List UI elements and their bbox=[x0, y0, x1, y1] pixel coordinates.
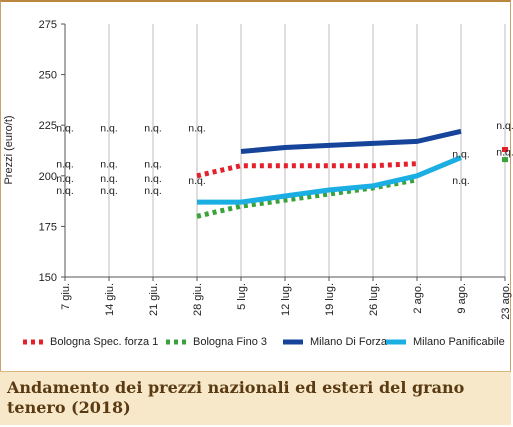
nq-annotation: n.q. bbox=[56, 159, 74, 171]
nq-annotation: n.q. bbox=[452, 175, 470, 187]
y-tick-label: 250 bbox=[39, 70, 57, 82]
nq-annotation: n.q. bbox=[496, 147, 513, 159]
nq-annotation: n.q. bbox=[56, 173, 74, 185]
y-tick-label: 175 bbox=[39, 221, 57, 233]
nq-annotation: n.q. bbox=[56, 185, 74, 197]
y-tick-label: 225 bbox=[39, 120, 57, 132]
x-tick-label: 14 giu. bbox=[104, 283, 116, 316]
legend-item: Bologna Fino 3 bbox=[165, 336, 267, 348]
line-chart: 150 175 200 225 250 275 7 giu. 14 giu. 21 giu. 28… bbox=[3, 19, 513, 320]
legend-swatch bbox=[283, 339, 303, 345]
nq-annotation: n.q. bbox=[188, 122, 206, 134]
y-axis-title: Prezzi (euro/t) bbox=[3, 115, 15, 184]
legend-swatch bbox=[23, 339, 43, 345]
legend: Bologna Spec. forza 1 Bologna Fino 3 Milan… bbox=[0, 336, 513, 364]
y-tick-label: 150 bbox=[39, 272, 57, 284]
nq-annotation: n.q. bbox=[100, 122, 118, 134]
legend-label: Bologna Fino 3 bbox=[193, 336, 267, 348]
x-tick-label: 19 lug. bbox=[324, 283, 336, 316]
axes: 150 175 200 225 250 275 7 giu. 14 giu. 21 giu. 28… bbox=[39, 19, 512, 320]
nq-annotation: n.q. bbox=[144, 122, 162, 134]
nq-annotation: n.q. bbox=[188, 175, 206, 187]
x-tick-label: 7 giu. bbox=[60, 283, 72, 310]
nq-annotation: n.q. bbox=[100, 173, 118, 185]
x-tick-label: 12 lug. bbox=[280, 283, 292, 316]
nq-annotation: n.q. bbox=[452, 149, 470, 161]
series-line-1 bbox=[196, 161, 418, 179]
chart-title: Andamento dei prezzi nazionali ed esteri… bbox=[7, 378, 465, 417]
legend-label: Milano Panificabile bbox=[413, 336, 505, 348]
series-lines bbox=[196, 128, 508, 219]
annotations: n.q. n.q. n.q. n.q.n.q.n.q.n.q.n.q.n.q.n.q.… bbox=[56, 120, 513, 197]
x-tick-label: 28 giu. bbox=[192, 283, 204, 316]
series-line-3 bbox=[240, 128, 462, 154]
x-tick-label: 9 ago. bbox=[456, 283, 468, 314]
legend-label: Bologna Spec. forza 1 bbox=[50, 336, 159, 348]
x-tick-label: 2 ago. bbox=[412, 283, 424, 314]
series-line-4 bbox=[197, 155, 462, 205]
legend-swatch bbox=[166, 339, 186, 345]
y-tick-label: 275 bbox=[39, 19, 57, 31]
legend-item: Bologna Spec. forza 1 bbox=[22, 336, 158, 348]
nq-annotation: n.q. bbox=[144, 159, 162, 171]
nq-annotation: n.q. bbox=[496, 120, 513, 132]
legend-item: Milano Panificabile bbox=[385, 336, 505, 348]
nq-annotation: n.q. bbox=[144, 173, 162, 185]
title-banner: Andamento dei prezzi nazionali ed esteri… bbox=[0, 371, 511, 425]
nq-annotation: n.q. bbox=[56, 122, 74, 134]
x-tick-label: 21 giu. bbox=[148, 283, 160, 316]
x-tick-label: 5 lug. bbox=[236, 283, 248, 310]
legend-item: Milano Di Forza bbox=[282, 336, 387, 348]
x-tick-label: 26 lug. bbox=[368, 283, 380, 316]
legend-swatch bbox=[386, 339, 406, 345]
nq-annotation: n.q. bbox=[100, 159, 118, 171]
grid-lines bbox=[64, 24, 506, 277]
x-tick-label: 23 ago. bbox=[500, 283, 512, 320]
nq-annotation: n.q. bbox=[100, 185, 118, 197]
legend-label: Milano Di Forza bbox=[310, 336, 388, 348]
y-tick-label: 200 bbox=[39, 171, 57, 183]
nq-annotation: n.q. bbox=[144, 185, 162, 197]
